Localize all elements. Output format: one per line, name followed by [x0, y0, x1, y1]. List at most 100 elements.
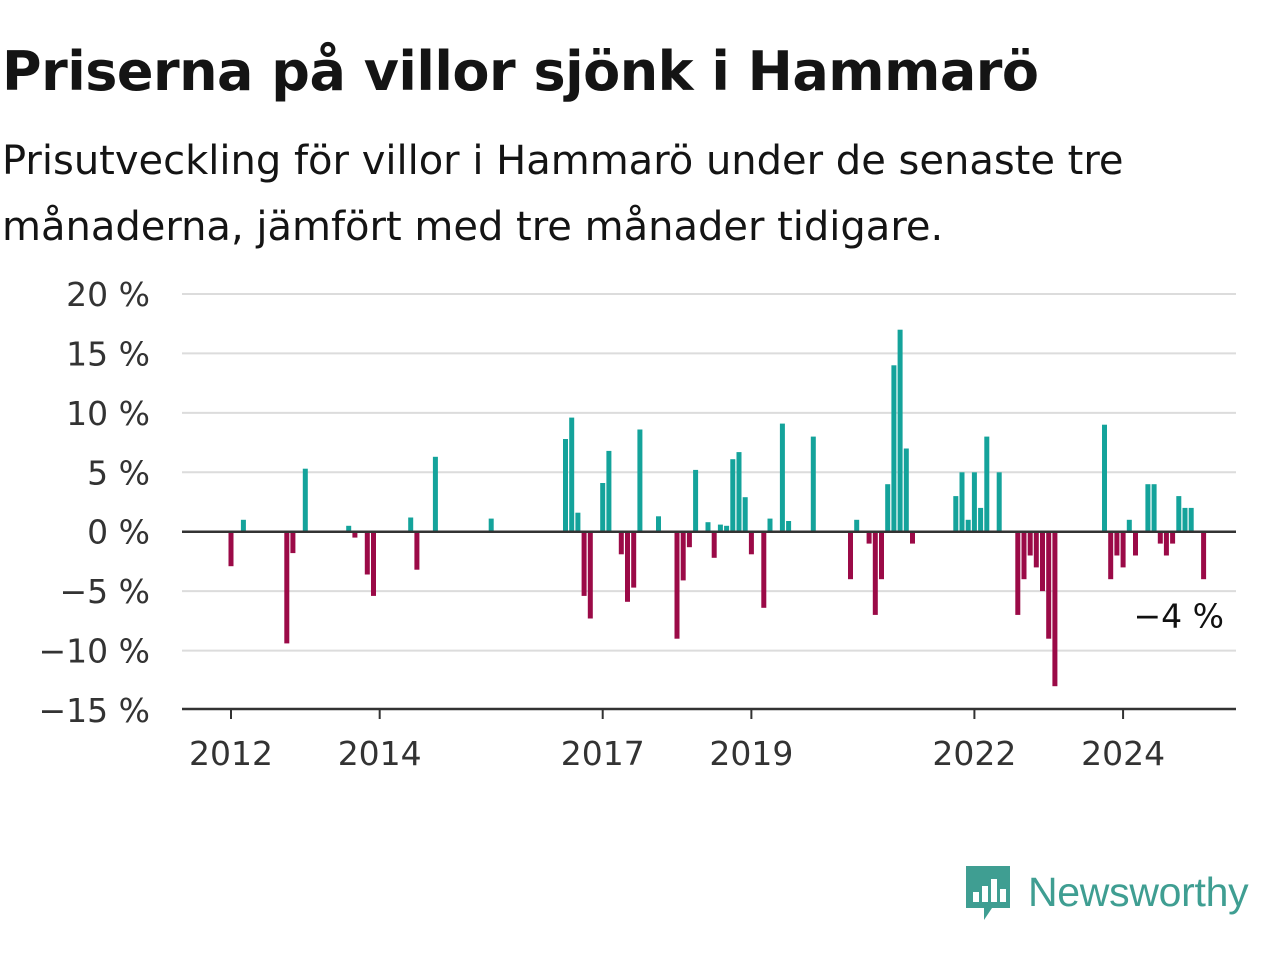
bar: [432, 456, 438, 532]
x-axis-ticks: 2012 2014 2017 2019 2022 2024: [189, 709, 1165, 773]
bar: [587, 531, 593, 619]
bar: [1145, 484, 1151, 532]
bar: [637, 429, 643, 532]
bar: [767, 518, 773, 532]
bar: [1163, 531, 1169, 556]
bar: [996, 472, 1002, 532]
bar: [711, 531, 717, 558]
bar: [408, 517, 414, 532]
y-tick-label: 20 %: [66, 275, 150, 314]
x-tick-label: 2019: [709, 734, 793, 773]
bar: [1120, 531, 1126, 568]
bar: [625, 531, 630, 602]
bar: [1033, 531, 1039, 568]
bar: [1108, 531, 1114, 580]
bar: [1126, 519, 1132, 532]
bar: [959, 472, 965, 532]
bar: [563, 439, 568, 532]
bar: [1182, 507, 1188, 532]
bar: [984, 436, 990, 532]
bar: [1157, 531, 1163, 544]
grid-lines: [182, 293, 1236, 652]
bar: [240, 519, 246, 532]
chart-title: Priserna på villor sjönk i Hammarö: [2, 40, 1039, 103]
x-tick-label: 2012: [189, 734, 273, 773]
bar: [1102, 424, 1107, 532]
y-tick-label: −5 %: [60, 572, 151, 611]
bar: [290, 531, 296, 554]
y-tick-label: 15 %: [66, 334, 150, 373]
bar: [705, 522, 711, 532]
bar: [352, 531, 358, 538]
brand-logo: Newsworthy: [962, 862, 1249, 922]
bar: [897, 329, 903, 532]
bar: [748, 531, 754, 555]
bar: [1052, 531, 1058, 687]
y-tick-label: 5 %: [87, 453, 150, 492]
bar: [810, 436, 816, 532]
y-tick-label: 10 %: [66, 394, 150, 433]
bar: [1188, 507, 1194, 532]
bar: [1046, 531, 1052, 639]
bar: [686, 531, 692, 548]
bar: [1027, 531, 1033, 556]
bar: [879, 531, 884, 580]
bar: [346, 525, 352, 532]
y-axis-tick-labels: 20 % 15 % 10 % 5 % 0 % −5 % −10 % −15 %: [39, 275, 151, 730]
bar: [488, 518, 494, 532]
bar: [761, 531, 767, 608]
bar: [971, 472, 977, 532]
bar: [872, 531, 878, 615]
bar: [600, 483, 606, 532]
bar: [1151, 484, 1157, 532]
bar: [606, 450, 612, 532]
bar: [1015, 531, 1021, 615]
bar: [866, 531, 872, 544]
bar: [786, 521, 792, 532]
y-tick-label: −10 %: [39, 632, 151, 671]
x-tick-label: 2022: [932, 734, 1016, 773]
bar: [693, 469, 699, 532]
bar: [848, 531, 853, 580]
bar: [618, 531, 624, 555]
bar: [1176, 496, 1182, 532]
bar: [965, 519, 971, 532]
y-tick-label: −15 %: [39, 691, 151, 730]
bar: [1114, 531, 1120, 556]
bar: [302, 468, 308, 532]
bar: [575, 512, 581, 532]
bar: [680, 531, 686, 581]
bar: [854, 519, 860, 532]
x-tick-label: 2024: [1081, 734, 1165, 773]
bar: [414, 531, 420, 570]
bar: [1133, 531, 1138, 556]
bar: [724, 525, 730, 532]
bar: [885, 484, 891, 532]
bar: [736, 452, 742, 532]
bar: [371, 531, 376, 596]
bar: [228, 531, 234, 567]
bar: [1040, 531, 1045, 592]
bar: [978, 507, 984, 532]
bar: [1170, 531, 1176, 544]
bar: [910, 531, 915, 544]
x-tick-label: 2014: [338, 734, 422, 773]
bar: [730, 459, 736, 532]
bar: [569, 417, 575, 532]
bar: [581, 531, 587, 596]
bar-chart: 20 %15 %10 %5 %0 %−5 %−10 %−15 % 2012 201…: [39, 275, 1236, 773]
x-tick-label: 2017: [561, 734, 645, 773]
y-tick-label: 0 %: [87, 513, 150, 552]
bar: [717, 524, 723, 532]
bar: [656, 516, 661, 532]
chart-subtitle: Prisutveckling för villor i Hammarö unde…: [2, 138, 1124, 250]
bar: [903, 448, 909, 532]
bar: [742, 497, 748, 532]
bar: [284, 531, 290, 644]
bar: [1201, 531, 1207, 580]
bar: [779, 423, 785, 532]
bar: [364, 531, 370, 575]
bars: [228, 329, 1207, 687]
last-value-label: −4 %: [1134, 596, 1225, 635]
bar: [631, 531, 637, 588]
